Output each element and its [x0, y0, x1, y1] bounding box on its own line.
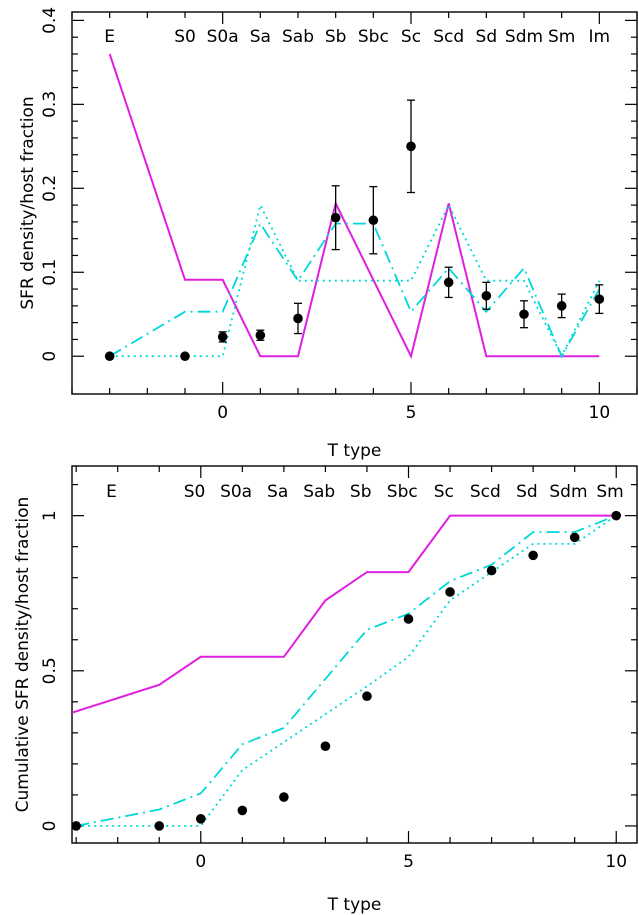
type-label-e: E [104, 27, 115, 47]
type-label-sa: Sa [250, 27, 271, 47]
series-line-dotted [109, 202, 601, 359]
data-point [320, 741, 331, 751]
x-axis-title: T type [327, 895, 382, 915]
type-label-scd: Scd [470, 482, 501, 502]
x-tick-label: 5 [406, 403, 417, 423]
type-label-sm: Sm [596, 482, 623, 502]
x-tick-label: 0 [217, 403, 228, 423]
type-label-s0: S0 [174, 27, 196, 47]
type-label-im: Im [589, 27, 611, 47]
type-label-sm: Sm [548, 27, 575, 47]
data-point [217, 332, 228, 342]
data-point [255, 330, 266, 341]
data-point [528, 550, 538, 561]
type-label-sdm: Sdm [549, 482, 587, 502]
data-point [330, 212, 341, 223]
series-line-dashdot [76, 514, 617, 827]
y-tick-label: 0 [40, 821, 60, 832]
type-label-sbc: Sbc [387, 482, 418, 502]
type-label-scd: Scd [433, 27, 464, 47]
data-point [445, 587, 455, 597]
plot-frame [71, 465, 638, 844]
data-point [556, 301, 567, 311]
y-tick-label: 1 [40, 510, 60, 521]
y-tick-label: 0.5 [40, 657, 60, 684]
x-axis-title: T type [327, 441, 382, 461]
y-axis-title: SFR density/host fraction [18, 96, 38, 309]
type-label-sab: Sab [303, 482, 335, 502]
y-tick-label: 0.3 [40, 91, 60, 118]
y-tick-label: 0.2 [40, 175, 60, 202]
type-label-sb: Sb [350, 482, 372, 502]
type-label-sdm: Sdm [505, 27, 543, 47]
series-line-dashdot [109, 221, 601, 359]
x-tick-label: 10 [605, 852, 627, 872]
type-label-e: E [106, 482, 117, 502]
data-point [486, 565, 497, 576]
x-tick-label: 5 [403, 852, 414, 872]
y-tick-label: 0 [40, 351, 60, 362]
data-point [406, 141, 416, 152]
y-tick-label: 0.1 [40, 259, 60, 286]
data-point [519, 309, 529, 320]
type-label-sab: Sab [282, 27, 314, 47]
series-line-dotted [76, 514, 617, 827]
series-line-solid [72, 514, 617, 714]
y-tick-label: 0.4 [40, 7, 60, 34]
type-label-sbc: Sbc [358, 27, 389, 47]
plot-frame [71, 11, 638, 395]
type-label-s0a: S0a [220, 482, 252, 502]
y-axis-title: Cumulative SFR density/host fraction [13, 497, 33, 813]
data-point [403, 614, 414, 624]
data-point [180, 351, 190, 362]
type-label-sd: Sd [476, 27, 498, 47]
x-tick-label: 0 [195, 852, 206, 872]
type-label-s0a: S0a [207, 27, 239, 47]
type-label-sc: Sc [434, 482, 454, 502]
data-point [368, 215, 379, 226]
data-point [104, 351, 115, 362]
type-label-s0: S0 [184, 482, 206, 502]
data-point [293, 313, 303, 324]
data-point [72, 821, 81, 831]
data-point [154, 821, 165, 831]
data-point [481, 290, 492, 301]
type-label-sa: Sa [267, 482, 288, 502]
data-point [611, 510, 622, 521]
type-label-sd: Sd [516, 482, 538, 502]
data-point [195, 813, 206, 824]
type-label-sc: Sc [401, 27, 421, 47]
data-point [443, 277, 454, 288]
bottom-panel: 051000.51ES0S0aSaSabSbSbcScScdSdSdmSmImT… [13, 465, 638, 915]
data-point [279, 792, 289, 802]
type-label-sb: Sb [325, 27, 347, 47]
top-panel: 0 5 10 0 0.1 0.2 0.3 0.4 E S0 S0a Sa Sab Sb Sbc Sc Scd Sd… [18, 7, 638, 461]
data-point [362, 691, 372, 702]
series-line-solid [108, 53, 600, 360]
data-point [594, 294, 605, 304]
x-tick-label: 10 [589, 403, 611, 423]
data-point [569, 532, 580, 543]
data-point [237, 805, 248, 816]
